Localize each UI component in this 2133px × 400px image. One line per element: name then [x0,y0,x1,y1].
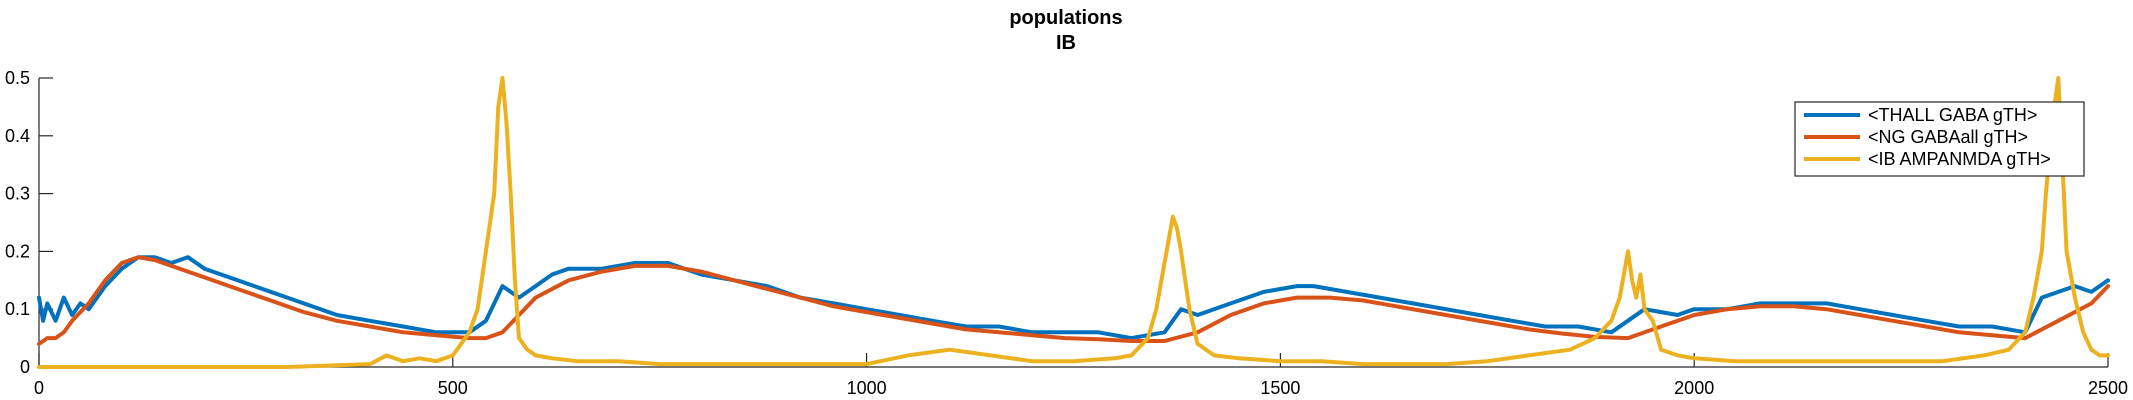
legend: <THALL GABA gTH><NG GABAall gTH><IB AMPA… [1794,101,2085,177]
series-line-2 [37,255,2110,346]
y-tick-label: 0.4 [5,126,30,146]
y-tick-label: 0.3 [5,184,30,204]
y-tick-label: 0.2 [5,241,30,261]
plot-axes: 0 500 1000 1500 2000 2500 0 0.1 0.2 0.3 0.4 0.5 [5,68,2128,398]
x-tick-label: 2500 [2088,378,2128,398]
chart-subtitle: IB [1056,32,1076,54]
x-tick-label: 1000 [847,378,887,398]
x-tick-label: 2000 [1674,378,1714,398]
series-line-1 [37,255,2110,341]
y-tick-label: 0.1 [5,299,30,319]
series-line-3 [37,76,2110,369]
legend-label: <THALL GABA gTH> [1868,105,2037,125]
legend-label: <IB AMPANMDA gTH> [1868,149,2051,169]
legend-label: <NG GABAall gTH> [1868,127,2028,147]
x-tick-label: 500 [438,378,468,398]
series-lines [37,76,2110,369]
chart-title: populations [1009,7,1122,29]
y-tick-label: 0 [20,357,30,377]
y-tick-label: 0.5 [5,68,30,88]
x-tick-label: 1500 [1260,378,1300,398]
x-tick-label: 0 [34,378,44,398]
